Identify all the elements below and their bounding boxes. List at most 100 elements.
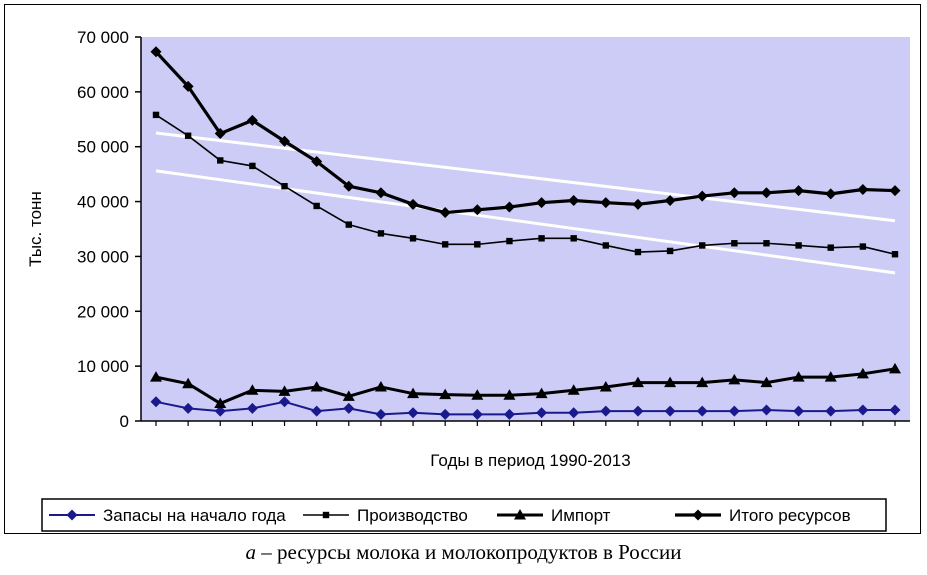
data-point	[506, 237, 513, 245]
series	[150, 396, 901, 420]
data-point	[246, 384, 259, 395]
data-point	[696, 405, 708, 417]
series-line	[155, 400, 895, 416]
data-point	[666, 247, 674, 255]
line-chart: 0 10 000 20 000 30 000 40 000 50 000 60 000 70 …	[26, 28, 910, 532]
y-tick-label: 20 000	[77, 302, 129, 321]
data-point	[279, 135, 291, 147]
caption-letter: а	[245, 540, 257, 564]
data-point	[343, 180, 355, 192]
data-point	[471, 204, 483, 216]
data-point	[760, 404, 772, 416]
data-point	[891, 251, 899, 258]
data-point	[471, 389, 484, 400]
data-point	[600, 197, 612, 209]
data-point	[600, 405, 612, 417]
series	[152, 111, 899, 258]
data-point	[503, 408, 515, 420]
data-point	[664, 405, 676, 417]
data-point	[632, 405, 644, 417]
data-point	[345, 221, 352, 228]
data-point	[599, 380, 612, 392]
data-point	[731, 240, 738, 247]
data-point	[568, 194, 580, 206]
data-point	[375, 187, 387, 199]
data-point	[279, 396, 291, 408]
data-point	[471, 408, 483, 420]
data-point	[568, 407, 580, 419]
data-point	[343, 402, 355, 414]
data-point	[342, 390, 355, 401]
legend-entries: Запасы на начало года Производство Импорт И…	[49, 506, 851, 525]
data-point	[793, 185, 805, 197]
data-point	[535, 387, 548, 399]
series-line	[155, 367, 896, 405]
data-point	[602, 242, 610, 249]
data-point	[322, 511, 330, 519]
data-point	[728, 187, 740, 199]
data-point	[696, 190, 708, 202]
y-tick-label: 10 000	[77, 357, 129, 376]
data-point	[214, 128, 226, 140]
y-tick-label: 30 000	[77, 247, 129, 266]
figure-caption: а – ресурсы молока и молокопродуктов в Р…	[0, 540, 927, 565]
data-point	[246, 114, 258, 126]
series-line	[154, 50, 896, 215]
legend-label: Производство	[357, 506, 468, 525]
series	[150, 46, 901, 219]
chart-frame: 0 10 000 20 000 30 000 40 000 50 000 60 000 70 …	[4, 4, 921, 534]
data-point	[503, 201, 515, 213]
data-point	[281, 183, 288, 190]
data-point	[503, 389, 516, 400]
data-point	[567, 384, 580, 395]
data-point	[856, 367, 869, 379]
data-point	[182, 402, 194, 414]
legend-label: Итого ресурсов	[729, 506, 851, 525]
data-point	[152, 111, 160, 119]
y-tick-label: 0	[120, 412, 129, 431]
legend-label: Импорт	[551, 506, 611, 525]
axes	[135, 36, 910, 426]
data-point	[150, 46, 162, 58]
data-point	[824, 371, 837, 382]
legend-entry: Импорт	[497, 506, 611, 525]
data-point	[664, 376, 677, 388]
data-point	[150, 371, 162, 382]
data-point	[374, 380, 387, 392]
legend-label: Запасы на начало года	[103, 506, 286, 525]
data-point	[795, 242, 802, 249]
data-point	[792, 371, 805, 382]
series-line	[155, 114, 896, 256]
data-point	[182, 80, 194, 92]
y-tick-label: 60 000	[77, 83, 129, 102]
data-point	[439, 207, 451, 219]
data-point	[246, 402, 258, 414]
data-point	[825, 405, 837, 417]
data-point	[441, 241, 449, 248]
data-point	[375, 408, 387, 420]
data-point	[536, 197, 548, 209]
caption-text: – ресурсы молока и молокопродуктов в Рос…	[256, 540, 682, 564]
data-point	[538, 235, 545, 242]
legend-entry: Производство	[303, 506, 468, 525]
data-point	[857, 184, 869, 196]
series-layer	[150, 46, 901, 420]
data-point	[692, 509, 704, 521]
trendlines	[155, 131, 896, 275]
data-point	[631, 376, 644, 388]
plot-area	[141, 37, 910, 421]
data-point	[214, 405, 226, 417]
y-tick-label: 50 000	[77, 138, 129, 157]
data-point	[536, 407, 548, 419]
data-point	[696, 376, 709, 388]
legend-entry: Итого ресурсов	[675, 506, 851, 525]
data-point	[311, 156, 323, 168]
data-point	[664, 194, 676, 206]
data-point	[407, 198, 419, 210]
data-point	[760, 376, 773, 388]
data-point	[793, 405, 805, 417]
data-point	[182, 377, 195, 389]
data-point	[439, 388, 452, 400]
x-axis-title: Годы в период 1990-2013	[430, 451, 630, 470]
data-point	[150, 396, 162, 408]
